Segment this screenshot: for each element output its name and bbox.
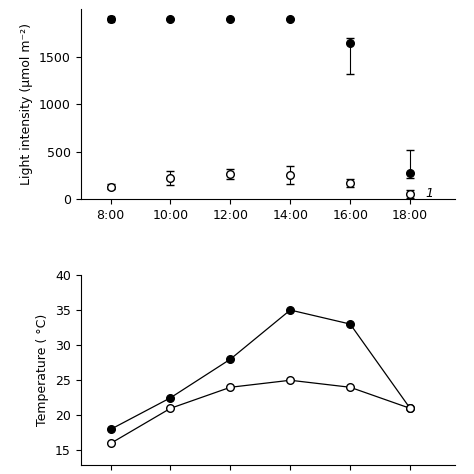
Y-axis label: Temperature ( °C): Temperature ( °C) xyxy=(36,314,49,426)
Text: 1: 1 xyxy=(425,187,433,200)
Y-axis label: Light intensity (μmol m⁻²): Light intensity (μmol m⁻²) xyxy=(20,23,34,185)
